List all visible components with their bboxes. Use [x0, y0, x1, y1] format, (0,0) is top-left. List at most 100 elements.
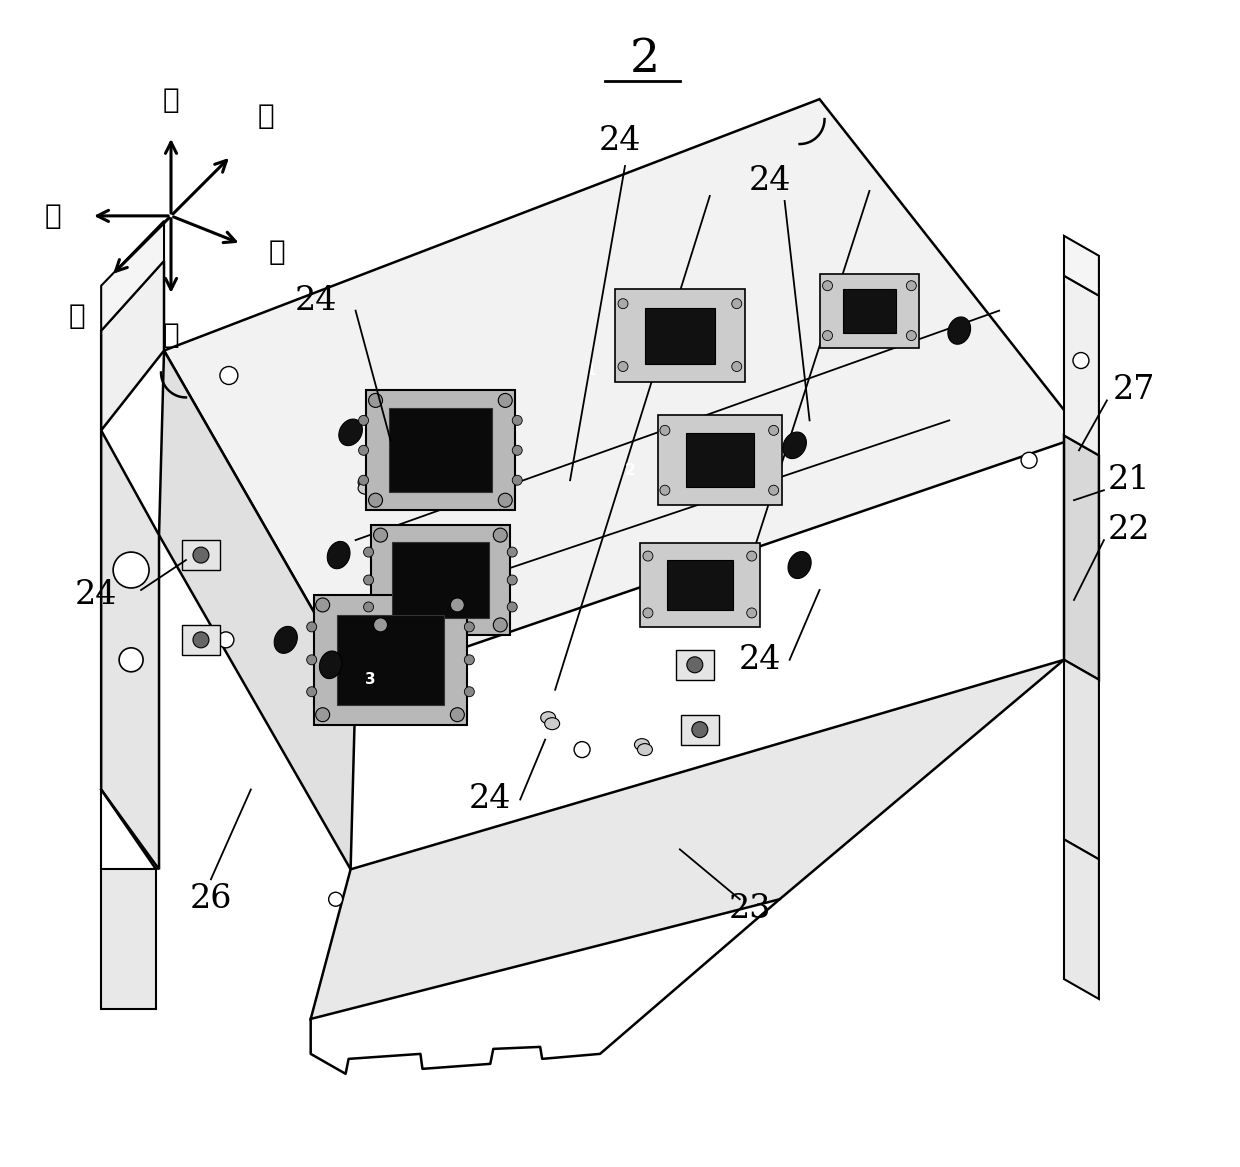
Circle shape — [822, 281, 832, 291]
Circle shape — [618, 299, 627, 308]
Circle shape — [1073, 352, 1089, 369]
Circle shape — [193, 547, 208, 562]
Circle shape — [660, 485, 670, 495]
Circle shape — [644, 608, 653, 617]
Text: 24: 24 — [739, 644, 781, 676]
Polygon shape — [159, 350, 356, 869]
Circle shape — [618, 362, 627, 371]
Polygon shape — [164, 99, 1084, 685]
Polygon shape — [314, 595, 467, 725]
Text: 左: 左 — [45, 202, 61, 230]
Circle shape — [450, 598, 464, 612]
Circle shape — [732, 362, 742, 371]
Circle shape — [363, 547, 373, 557]
Circle shape — [494, 617, 507, 631]
Polygon shape — [1064, 435, 1099, 679]
Circle shape — [512, 415, 522, 426]
Circle shape — [306, 655, 316, 665]
Circle shape — [687, 657, 703, 673]
Polygon shape — [820, 274, 919, 348]
Polygon shape — [388, 408, 492, 492]
Polygon shape — [640, 543, 760, 627]
Circle shape — [358, 415, 368, 426]
Text: 2: 2 — [625, 463, 635, 477]
Circle shape — [746, 551, 756, 561]
Polygon shape — [102, 431, 159, 869]
Text: 27: 27 — [1112, 375, 1154, 406]
Circle shape — [450, 707, 464, 721]
Circle shape — [574, 741, 590, 757]
Circle shape — [507, 575, 517, 585]
Circle shape — [358, 446, 368, 455]
Circle shape — [373, 529, 388, 543]
Circle shape — [306, 686, 316, 697]
Text: 1: 1 — [585, 363, 595, 378]
Circle shape — [498, 393, 512, 407]
Ellipse shape — [358, 482, 373, 494]
Text: 右: 右 — [268, 238, 285, 266]
Circle shape — [822, 330, 832, 341]
Polygon shape — [366, 391, 516, 510]
Circle shape — [464, 686, 475, 697]
Circle shape — [368, 393, 382, 407]
Polygon shape — [681, 714, 719, 745]
Ellipse shape — [789, 552, 811, 579]
Polygon shape — [311, 659, 1064, 1019]
Text: 24: 24 — [469, 783, 511, 816]
Ellipse shape — [339, 419, 362, 446]
Circle shape — [732, 299, 742, 308]
Circle shape — [193, 631, 208, 648]
Polygon shape — [676, 650, 714, 679]
Circle shape — [692, 721, 708, 738]
Circle shape — [363, 602, 373, 612]
Polygon shape — [102, 869, 156, 1009]
Text: 3: 3 — [366, 672, 376, 687]
Text: 24: 24 — [749, 165, 791, 197]
Ellipse shape — [544, 718, 559, 729]
Polygon shape — [667, 560, 733, 610]
Text: 下: 下 — [162, 321, 180, 349]
Polygon shape — [645, 308, 714, 364]
Circle shape — [498, 494, 512, 508]
Circle shape — [906, 330, 916, 341]
Polygon shape — [658, 415, 781, 505]
Polygon shape — [336, 615, 444, 705]
Polygon shape — [102, 260, 164, 431]
Text: 21: 21 — [1107, 464, 1151, 496]
Polygon shape — [1064, 839, 1099, 999]
Circle shape — [464, 655, 475, 665]
Polygon shape — [615, 288, 745, 383]
Circle shape — [464, 622, 475, 631]
Circle shape — [507, 547, 517, 557]
Ellipse shape — [782, 432, 806, 459]
Circle shape — [373, 617, 388, 631]
Circle shape — [507, 602, 517, 612]
Circle shape — [906, 281, 916, 291]
Ellipse shape — [327, 541, 350, 568]
Text: 23: 23 — [728, 893, 771, 925]
Text: 24: 24 — [74, 579, 118, 612]
Circle shape — [746, 608, 756, 617]
Circle shape — [368, 494, 382, 508]
Polygon shape — [392, 543, 490, 617]
Circle shape — [306, 622, 316, 631]
Circle shape — [316, 707, 330, 721]
Text: 24: 24 — [294, 285, 337, 316]
Text: 后: 后 — [257, 102, 274, 130]
Circle shape — [1021, 453, 1037, 468]
Polygon shape — [842, 288, 897, 333]
Ellipse shape — [320, 651, 342, 678]
Polygon shape — [182, 624, 219, 655]
Circle shape — [769, 426, 779, 435]
Circle shape — [219, 366, 238, 384]
Circle shape — [512, 475, 522, 485]
Ellipse shape — [274, 627, 298, 654]
Polygon shape — [1064, 659, 1099, 859]
Text: 26: 26 — [190, 883, 232, 915]
Ellipse shape — [947, 317, 971, 344]
Polygon shape — [102, 221, 164, 330]
Ellipse shape — [541, 712, 556, 724]
Circle shape — [512, 446, 522, 455]
Ellipse shape — [358, 476, 373, 488]
Ellipse shape — [635, 739, 650, 750]
